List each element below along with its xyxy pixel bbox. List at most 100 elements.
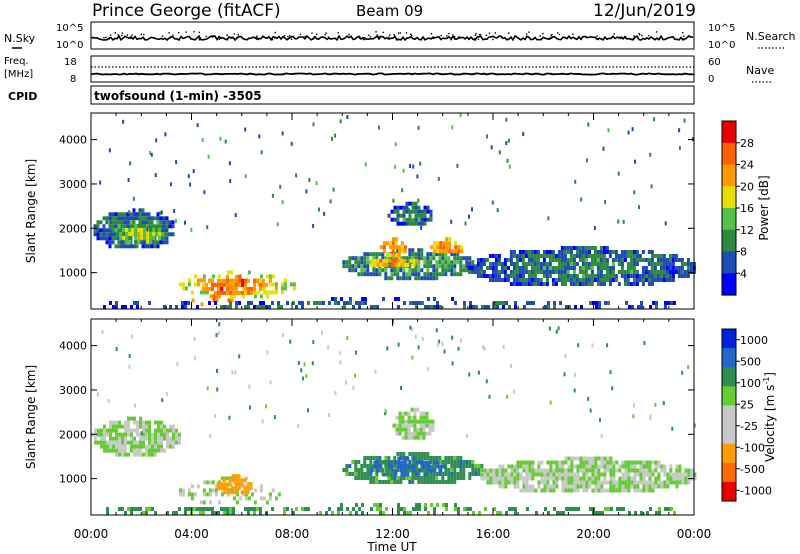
heatmap-cell	[609, 480, 613, 485]
heatmap-cell	[385, 258, 389, 263]
heatmap-cell	[193, 274, 197, 279]
heatmap-cell	[525, 480, 529, 485]
nsearch-dot	[375, 31, 377, 33]
heatmap-cell	[579, 456, 583, 461]
heatmap-cell	[160, 448, 163, 453]
heatmap-cell	[639, 464, 643, 469]
heatmap-cell	[618, 468, 622, 473]
heatmap-cell	[570, 460, 574, 465]
heatmap-cell	[214, 294, 218, 299]
heatmap-cell	[531, 460, 535, 465]
heatmap-cell	[419, 419, 423, 424]
nsearch-dot	[198, 39, 201, 41]
heatmap-cell	[678, 472, 682, 477]
heatmap-cell	[117, 236, 121, 241]
heatmap-cell	[375, 252, 379, 257]
heatmap-cell	[297, 423, 300, 428]
heatmap-cell	[545, 266, 549, 270]
heatmap-cell	[216, 482, 220, 487]
heatmap-cell	[393, 205, 397, 210]
heatmap-cell	[217, 331, 220, 336]
heatmap-cell	[388, 464, 392, 469]
heatmap-cell	[669, 476, 673, 481]
heatmap-cell	[166, 428, 169, 433]
heatmap-cell	[609, 456, 613, 461]
colorbar-tick-label: 500	[740, 355, 761, 368]
heatmap-cell	[611, 258, 615, 262]
heatmap-cell	[214, 290, 217, 295]
heatmap-cell	[645, 488, 649, 493]
heatmap-cell	[130, 334, 133, 339]
heatmap-cell	[632, 270, 636, 274]
heatmap-cell	[456, 456, 460, 460]
heatmap-cell	[120, 240, 124, 245]
heatmap-cell	[345, 260, 349, 265]
heatmap-cell	[428, 419, 432, 424]
heatmap-cell	[363, 252, 367, 257]
heatmap-cell	[351, 472, 355, 476]
heatmap-cell	[604, 507, 607, 511]
heatmap-cell	[599, 418, 601, 423]
heatmap-cell	[244, 507, 247, 511]
heatmap-cell	[615, 480, 619, 485]
heatmap-cell	[348, 264, 352, 269]
heatmap-cell	[273, 415, 276, 420]
heatmap-cell	[465, 268, 469, 273]
heatmap-cell	[527, 250, 531, 254]
heatmap-cell	[488, 394, 491, 399]
heatmap-cell	[99, 220, 103, 225]
heatmap-cell	[172, 511, 175, 515]
heatmap-cell	[436, 301, 439, 305]
heatmap-cell	[468, 372, 471, 377]
heatmap-cell	[234, 478, 238, 483]
heatmap-cell	[527, 262, 531, 266]
heatmap-cell	[401, 427, 405, 432]
heatmap-cell	[307, 301, 310, 305]
heatmap-cell	[632, 250, 636, 254]
heatmap-cell	[400, 464, 404, 469]
heatmap-cell	[112, 448, 115, 453]
nsearch-dot	[368, 34, 370, 36]
heatmap-cell	[514, 301, 517, 305]
heatmap-cell	[373, 258, 377, 263]
heatmap-cell	[378, 272, 382, 277]
heatmap-cell	[94, 440, 97, 445]
heatmap-cell	[259, 511, 262, 515]
heatmap-cell	[214, 492, 218, 497]
heatmap-cell	[616, 507, 619, 511]
heatmap-cell	[384, 411, 386, 416]
heatmap-cell	[223, 305, 226, 309]
heatmap-cell	[624, 480, 628, 485]
heatmap-cell	[528, 488, 532, 493]
heatmap-cell	[525, 464, 529, 469]
heatmap-cell	[422, 427, 426, 432]
heatmap-cell	[121, 452, 124, 457]
heatmap-cell	[423, 205, 427, 210]
heatmap-cell	[585, 456, 589, 461]
heatmap-cell	[426, 209, 430, 214]
heatmap-cell	[411, 252, 415, 257]
heatmap-cell	[525, 476, 529, 481]
heatmap-cell	[417, 217, 421, 222]
heatmap-cell	[654, 402, 657, 407]
heatmap-cell	[136, 428, 139, 433]
heatmap-cell	[300, 368, 303, 373]
heatmap-cell	[105, 216, 109, 221]
heatmap-cell	[459, 113, 462, 118]
heatmap-cell	[645, 468, 649, 473]
heatmap-cell	[678, 476, 682, 481]
heatmap-cell	[426, 480, 430, 484]
heatmap-cell	[115, 444, 118, 449]
heatmap-cell	[405, 276, 409, 281]
heatmap-cell	[214, 414, 217, 419]
heatmap-cell	[280, 286, 284, 291]
heatmap-cell	[602, 274, 606, 278]
heatmap-cell	[130, 432, 133, 437]
heatmap-cell	[548, 262, 552, 266]
heatmap-cell	[665, 270, 669, 274]
heatmap-cell	[416, 431, 420, 436]
heatmap-cell	[629, 282, 633, 286]
heatmap-cell	[426, 367, 429, 372]
heatmap-cell	[115, 428, 118, 433]
heatmap-cell	[542, 254, 546, 258]
